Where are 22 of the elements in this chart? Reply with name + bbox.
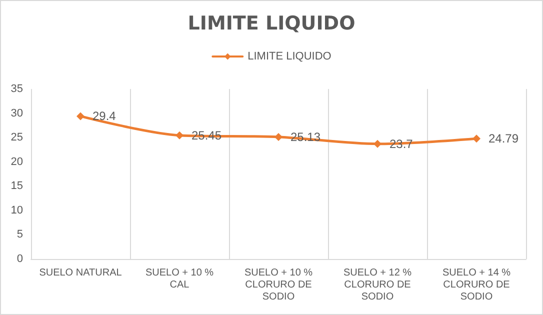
point [472,134,480,143]
y-tick-label: 20 [10,156,23,168]
y-tick-label: 10 [10,204,23,216]
x-tick-label: SUELO + 14 % CLORURO DE SODIO [442,268,511,302]
y-tick-label: 30 [10,107,23,120]
chart-title: LIMITE LIQUIDO [188,12,356,34]
y-tick-label: 15 [10,180,23,192]
y-tick-label: 25 [10,132,23,144]
legend-label: LIMITE LIQUIDO [248,50,332,62]
x-tick-label: SUELO + 12 % CLORURO DE SODIO [343,268,412,302]
x-tick-label: SUELO NATURAL [39,268,122,278]
data-label: 29.4 [92,109,116,124]
x-tick-label: SUELO + 10 % CAL [145,268,214,290]
y-tick-label: 35 [10,83,23,95]
x-tick-label: SUELO + 10 % CLORURO DE SODIO [244,268,313,302]
point [76,112,84,120]
y-tick-label: 0 [16,253,23,265]
data-label: 24.79 [488,132,519,146]
point [176,131,184,140]
point [274,132,282,141]
y-tick-label: 5 [16,228,23,241]
point [374,140,382,148]
